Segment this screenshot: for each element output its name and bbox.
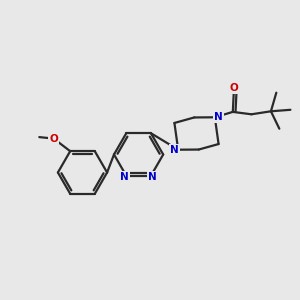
- Text: N: N: [120, 172, 129, 182]
- Text: N: N: [148, 172, 157, 182]
- Text: N: N: [214, 112, 223, 122]
- Text: N: N: [170, 145, 179, 155]
- Text: O: O: [49, 134, 58, 144]
- Text: O: O: [229, 83, 238, 93]
